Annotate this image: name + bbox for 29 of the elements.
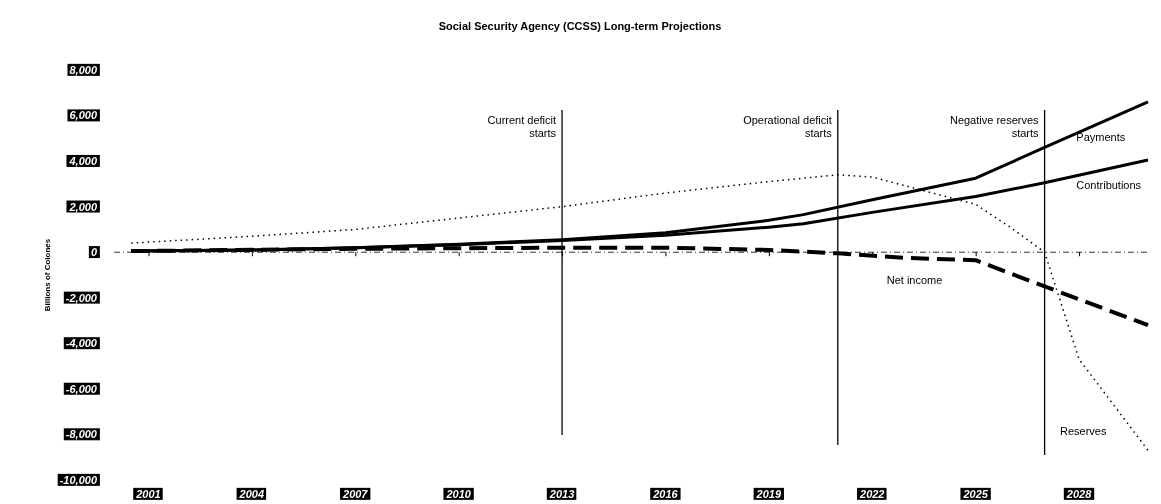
x-tick-label: 2022 xyxy=(859,487,885,500)
y-tick-label: 0 xyxy=(90,246,98,259)
ref-line-label: Negative reserves starts xyxy=(949,114,1040,139)
y-tick-label: -6,000 xyxy=(65,382,98,395)
series-label: Contributions xyxy=(1076,179,1142,192)
x-tick-label: 2019 xyxy=(755,487,782,500)
x-tick-label: 2025 xyxy=(962,487,989,500)
x-tick-label: 2007 xyxy=(342,487,369,500)
y-tick-label: 8,000 xyxy=(69,63,98,76)
x-tick-label: 2010 xyxy=(445,487,472,500)
y-tick-label: 4,000 xyxy=(68,154,98,167)
ref-line-label: Current deficit starts xyxy=(487,114,557,139)
y-tick-label: -10,000 xyxy=(59,473,98,486)
x-tick-label: 2001 xyxy=(135,487,161,500)
x-tick-label: 2013 xyxy=(548,487,575,500)
y-tick-label: -8,000 xyxy=(65,428,98,441)
y-tick-label: -4,000 xyxy=(65,337,98,350)
y-axis-title: Billions of Colones xyxy=(43,238,52,312)
x-tick-label: 2004 xyxy=(238,487,265,500)
y-tick-label: 6,000 xyxy=(69,109,98,122)
series-label: Payments xyxy=(1076,130,1126,143)
x-tick-label: 2016 xyxy=(652,487,679,500)
chart-title: Social Security Agency (CCSS) Long-term Projections xyxy=(438,20,722,32)
ref-line-label: Operational deficit starts xyxy=(743,114,833,139)
series-label: Net income xyxy=(886,273,943,286)
y-tick-label: 2,000 xyxy=(68,200,98,213)
x-tick-label: 2028 xyxy=(1065,487,1093,500)
y-tick-label: -2,000 xyxy=(65,291,98,304)
series-label: Reserves xyxy=(1060,425,1107,438)
